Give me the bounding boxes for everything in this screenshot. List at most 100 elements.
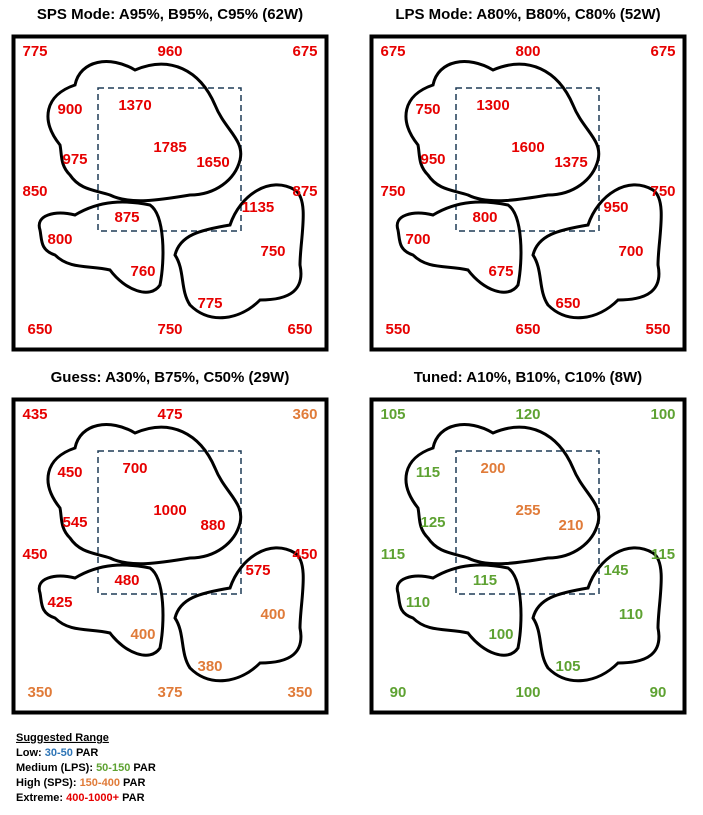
panel-title: LPS Mode: A80%, B80%, C80% (52W) [395,6,660,23]
par-reading: 850 [22,183,47,200]
par-reading: 750 [380,183,405,200]
par-reading: 350 [27,684,52,701]
par-reading: 1000 [153,502,186,519]
legend-unit: PAR [76,747,98,759]
par-reading: 425 [47,594,72,611]
par-reading: 950 [420,151,445,168]
par-reading: 750 [650,183,675,200]
legend-item: Extreme: 400-1000+ PAR [16,792,145,804]
panel: Tuned: A10%, B10%, C10% (8W) 105 120 100 115… [369,369,687,715]
legend-item: Medium (LPS): 50-150 PAR [16,762,156,774]
par-reading: 675 [292,43,317,60]
par-reading: 800 [515,43,540,60]
par-reading: 115 [416,464,440,481]
par-reading: 550 [645,321,670,338]
panel-title: SPS Mode: A95%, B95%, C95% (62W) [37,6,303,23]
par-reading: 100 [488,626,513,643]
par-reading: 775 [22,43,47,60]
par-reading: 800 [47,231,72,248]
legend-unit: PAR [122,792,144,804]
legend-range: 150-400 [80,777,120,789]
par-reading: 1375 [554,154,587,171]
par-reading: 115 [381,546,405,563]
par-reading: 450 [57,464,82,481]
par-reading: 480 [114,572,139,589]
par-reading: 900 [57,101,82,118]
legend-item: Low: 30-50 PAR [16,747,98,759]
par-reading: 115 [473,572,497,589]
par-reading: 675 [650,43,675,60]
par-reading: 120 [515,406,540,423]
legend-unit: PAR [123,777,145,789]
par-reading: 960 [157,43,182,60]
par-reading: 450 [22,546,47,563]
par-reading: 360 [292,406,317,423]
legend-item: High (SPS): 150-400 PAR [16,777,145,789]
par-reading: 1300 [476,97,509,114]
tank-outline [11,34,329,352]
legend-range: 50-150 [96,762,130,774]
par-reading: 100 [515,684,540,701]
tank-outline [369,397,687,715]
par-reading: 90 [390,684,407,701]
par-reading: 105 [380,406,405,423]
panel-title: Guess: A30%, B75%, C50% (29W) [51,369,290,386]
tank-outline [11,397,329,715]
par-reading: 750 [260,243,285,260]
legend-label: Extreme: [16,792,63,804]
par-reading: 110 [406,594,430,611]
par-reading: 775 [197,295,222,312]
par-reading: 90 [650,684,667,701]
par-reading: 380 [197,658,222,675]
legend-label: Medium (LPS): [16,762,93,774]
par-reading: 400 [130,626,155,643]
par-reading: 700 [405,231,430,248]
par-reading: 350 [287,684,312,701]
par-reading: 375 [157,684,182,701]
legend-label: High (SPS): [16,777,77,789]
par-reading: 545 [62,514,87,531]
par-reading: 110 [619,606,643,623]
legend-title: Suggested Range [16,732,109,744]
panel: Guess: A30%, B75%, C50% (29W) 435 475 360 45… [11,369,329,715]
par-reading: 1600 [511,139,544,156]
par-reading: 750 [157,321,182,338]
legend-label: Low: [16,747,42,759]
par-reading: 1370 [118,97,151,114]
par-reading: 475 [157,406,182,423]
par-reading: 650 [27,321,52,338]
par-reading: 125 [420,514,445,531]
par-reading: 675 [488,263,513,280]
legend-range: 400-1000+ [66,792,119,804]
par-reading: 650 [555,295,580,312]
par-reading: 450 [292,546,317,563]
par-reading: 700 [122,460,147,477]
panel: LPS Mode: A80%, B80%, C80% (52W) 675 800 67… [369,6,687,352]
par-reading: 880 [200,517,225,534]
par-reading: 975 [62,151,87,168]
par-reading: 115 [651,546,675,563]
par-reading: 1135 [242,199,275,216]
par-reading: 200 [480,460,505,477]
par-reading: 550 [385,321,410,338]
par-reading: 105 [555,658,580,675]
par-reading: 1785 [153,139,186,156]
panel: SPS Mode: A95%, B95%, C95% (62W) 775 960 67… [11,6,329,352]
par-reading: 650 [287,321,312,338]
par-reading: 400 [260,606,285,623]
par-reading: 435 [22,406,47,423]
par-reading: 145 [603,562,628,579]
par-reading: 210 [558,517,583,534]
par-reading: 750 [415,101,440,118]
par-reading: 650 [515,321,540,338]
par-reading: 875 [292,183,317,200]
par-reading: 100 [650,406,675,423]
panel-title: Tuned: A10%, B10%, C10% (8W) [414,369,642,386]
legend: Suggested Range Low: 30-50 PAR Medium (LPS… [16,732,156,804]
par-reading: 760 [130,263,155,280]
par-reading: 1650 [196,154,229,171]
par-reading: 700 [618,243,643,260]
par-reading: 950 [603,199,628,216]
par-reading: 575 [245,562,270,579]
